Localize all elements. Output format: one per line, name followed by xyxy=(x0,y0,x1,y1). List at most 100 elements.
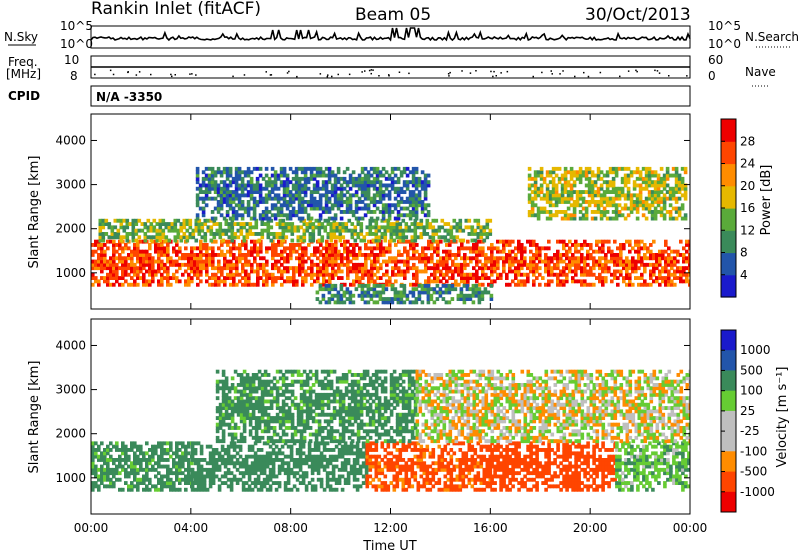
heat-cell xyxy=(479,228,484,233)
heat-cell xyxy=(360,183,365,188)
heat-cell xyxy=(223,279,227,284)
heat-cell xyxy=(187,467,191,472)
heat-cell xyxy=(175,276,179,280)
heat-cell xyxy=(304,454,309,459)
heat-cell xyxy=(539,210,544,214)
heat-cell xyxy=(334,243,338,247)
nsearch-tick-top: 10^5 xyxy=(708,19,741,33)
heat-cell xyxy=(424,256,428,261)
nsky-tick-bottom: 10^0 xyxy=(60,37,93,51)
heat-cell xyxy=(385,282,389,287)
heat-cell xyxy=(599,213,604,218)
heat-cell xyxy=(592,249,596,254)
heat-cell xyxy=(556,259,560,264)
heat-cell xyxy=(313,467,318,472)
heat-cell xyxy=(372,166,377,171)
heat-cell xyxy=(203,238,208,243)
heat-cell xyxy=(197,222,202,226)
heat-cell xyxy=(229,272,233,277)
heat-cell xyxy=(338,235,343,240)
heat-cell xyxy=(643,269,647,274)
heat-cell xyxy=(318,166,323,171)
heat-cell xyxy=(363,180,368,185)
heat-cell xyxy=(249,196,254,201)
heat-cell xyxy=(286,279,290,284)
heat-cell xyxy=(584,200,589,204)
heat-cell xyxy=(330,293,335,298)
nave-dot xyxy=(150,73,152,76)
heat-cell xyxy=(553,266,557,271)
heat-cell xyxy=(184,256,188,261)
heat-cell xyxy=(465,297,470,301)
heat-cell xyxy=(343,448,348,452)
heat-cell xyxy=(614,203,619,208)
heat-cell xyxy=(223,266,227,271)
heat-cell xyxy=(345,206,350,211)
heat-cell xyxy=(680,193,685,198)
heat-cell xyxy=(265,458,270,462)
heat-cell xyxy=(563,196,568,201)
heat-cell xyxy=(593,200,598,204)
heat-cell xyxy=(340,259,344,264)
heat-cell xyxy=(158,222,163,226)
heat-cell xyxy=(405,200,410,204)
heat-cell xyxy=(133,458,137,462)
heat-cell xyxy=(300,190,305,194)
heat-cell xyxy=(134,222,139,226)
heat-cell xyxy=(377,225,382,230)
heat-cell xyxy=(193,441,198,446)
heat-cell xyxy=(307,444,312,449)
nave-dot xyxy=(408,72,410,75)
heat-cell xyxy=(674,206,679,211)
heat-cell xyxy=(523,246,527,251)
heat-cell xyxy=(438,290,443,295)
heat-cell xyxy=(127,246,131,251)
heat-cell xyxy=(348,203,353,208)
heat-cell xyxy=(626,166,631,171)
heat-cell xyxy=(345,200,350,204)
heat-cell xyxy=(634,266,638,271)
heat-cell xyxy=(292,461,297,466)
heat-cell xyxy=(517,246,521,251)
heat-cell xyxy=(313,262,317,267)
heat-cell xyxy=(659,210,664,214)
heat-cell xyxy=(340,467,345,472)
heat-cell xyxy=(219,190,224,194)
heat-cell xyxy=(403,246,407,251)
heat-cell xyxy=(662,196,667,201)
heat-cell xyxy=(598,272,602,277)
heat-cell xyxy=(247,253,251,257)
heat-cell xyxy=(251,225,256,230)
heat-cell xyxy=(532,279,536,284)
heat-cell xyxy=(372,180,377,185)
heat-cell xyxy=(121,249,125,254)
heat-cell xyxy=(607,259,611,264)
heat-cell xyxy=(647,183,652,188)
heat-cell xyxy=(569,186,574,191)
heat-cell xyxy=(175,477,179,482)
heat-cell xyxy=(417,176,422,181)
heat-cell xyxy=(560,196,565,201)
heat-cell xyxy=(352,477,357,482)
heat-cell xyxy=(677,190,682,194)
heat-cell xyxy=(199,484,204,489)
heat-cell xyxy=(240,170,245,175)
heat-cell xyxy=(269,232,274,236)
heat-cell xyxy=(455,225,460,230)
heat-cell xyxy=(593,193,598,198)
nave-dot xyxy=(686,75,688,77)
heat-cell xyxy=(164,235,169,240)
heat-cell xyxy=(389,238,394,243)
nave-dot xyxy=(599,71,602,74)
heat-cell xyxy=(321,293,326,298)
heat-cell xyxy=(213,180,218,185)
heat-cell xyxy=(502,259,506,264)
heat-cell xyxy=(589,269,593,274)
heat-cell xyxy=(288,216,293,221)
heat-cell xyxy=(358,249,362,254)
heat-cell xyxy=(539,186,544,191)
heat-cell xyxy=(569,213,574,218)
heat-cell xyxy=(325,266,329,271)
heat-cell xyxy=(378,186,383,191)
heat-cell xyxy=(282,193,287,198)
